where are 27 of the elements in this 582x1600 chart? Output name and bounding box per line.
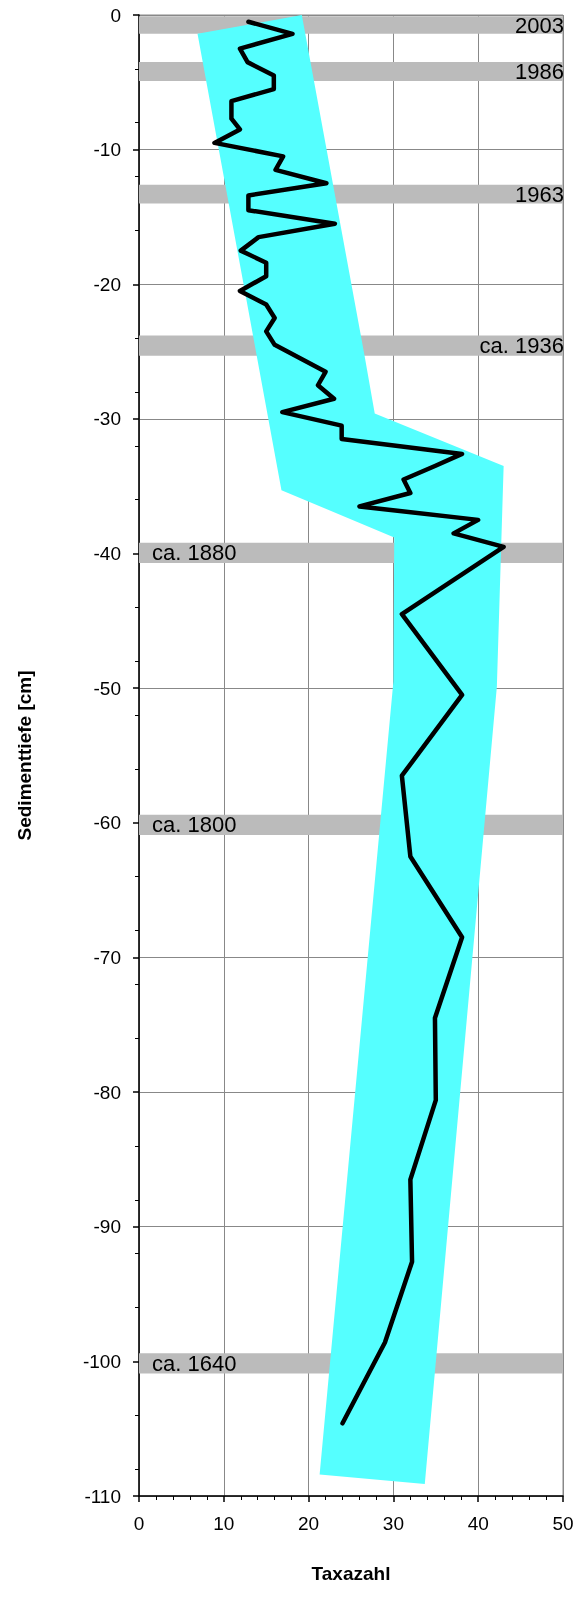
band-label: ca. 1640 xyxy=(152,1350,237,1376)
y-tick-label: -60 xyxy=(93,812,121,834)
y-tick-label: -110 xyxy=(84,1485,121,1507)
x-tick-label: 50 xyxy=(552,1513,574,1534)
y-tick-label: 0 xyxy=(110,4,121,26)
x-tick-label: 10 xyxy=(213,1513,235,1534)
y-tick-label: -100 xyxy=(82,1350,121,1372)
band-label: ca. 1880 xyxy=(152,540,237,566)
y-tick-label: -50 xyxy=(93,677,121,699)
x-tick-label: 20 xyxy=(298,1513,320,1534)
y-tick-label: -90 xyxy=(93,1216,121,1238)
x-tick-label: 30 xyxy=(382,1513,404,1534)
band-label: ca. 1936 xyxy=(479,333,564,359)
y-tick-label: -20 xyxy=(93,273,121,295)
band-label: 1986 xyxy=(515,59,564,85)
y-tick-label: -40 xyxy=(93,543,121,565)
band-label: ca. 1800 xyxy=(152,812,237,838)
band-label: 2003 xyxy=(515,12,564,38)
y-tick-label: -30 xyxy=(93,408,121,430)
x-tick-label: 40 xyxy=(467,1513,489,1534)
y-tick-label: -80 xyxy=(93,1081,121,1103)
x-axis-title: Taxazahl xyxy=(311,1563,391,1584)
y-tick-label: -10 xyxy=(93,139,121,161)
band-label: 1963 xyxy=(515,181,564,207)
y-tick-label: -70 xyxy=(93,946,121,968)
y-axis-title: Sedimenttiefe [cm] xyxy=(14,670,35,841)
x-tick-label: 0 xyxy=(133,1513,145,1534)
